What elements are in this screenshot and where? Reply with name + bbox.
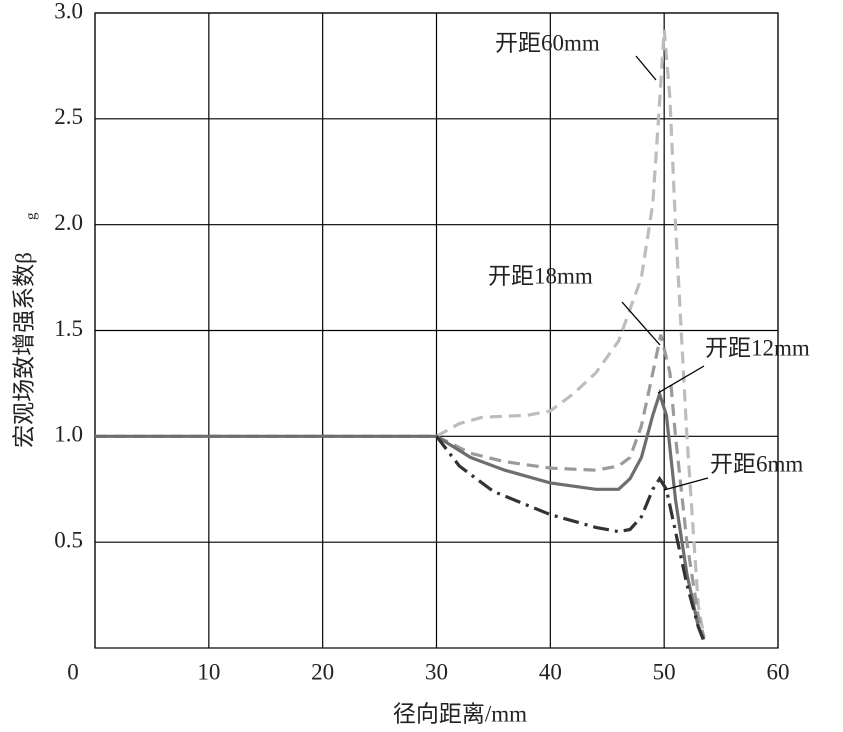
series-label: 开距12mm xyxy=(705,335,810,360)
y-tick-label: 3.0 xyxy=(54,0,83,23)
series-label: 开距18mm xyxy=(488,263,593,288)
x-tick-label: 30 xyxy=(425,659,448,684)
x-tick-label: 40 xyxy=(539,659,562,684)
series-line xyxy=(95,334,706,638)
x-tick-label: 60 xyxy=(767,659,790,684)
y-tick-label: 1.0 xyxy=(54,422,83,447)
x-tick-label: 50 xyxy=(653,659,676,684)
series-line xyxy=(95,29,706,638)
annotation-leader xyxy=(621,301,661,346)
series-label: 开距6mm xyxy=(710,451,803,476)
x-axis-label: 径向距离/mm xyxy=(393,701,527,726)
annotation-leader xyxy=(635,55,657,81)
y-axis-label-subscript: g xyxy=(23,212,39,220)
x-tick-label: 20 xyxy=(311,659,334,684)
y-tick-label: 0.5 xyxy=(54,527,83,552)
y-axis-label: 宏观场致增强系数β xyxy=(11,252,36,448)
y-tick-label: 2.5 xyxy=(54,104,83,129)
annotation-leader xyxy=(657,365,705,394)
x-tick-label: 0 xyxy=(67,659,79,684)
series-line xyxy=(435,435,706,643)
series-line xyxy=(95,388,706,641)
series-label: 开距60mm xyxy=(495,30,600,55)
y-axis-label-group: 宏观场致增强系数β g xyxy=(11,212,39,448)
y-tick-label: 2.0 xyxy=(54,210,83,235)
x-tick-label: 10 xyxy=(197,659,220,684)
y-tick-label: 1.5 xyxy=(54,316,83,341)
annotation-leader xyxy=(663,477,709,491)
